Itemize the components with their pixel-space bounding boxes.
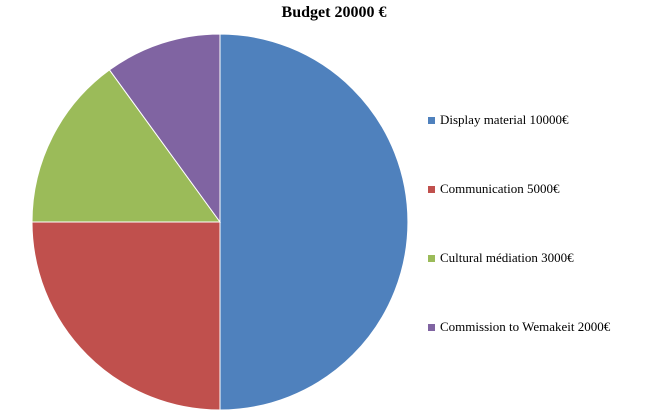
pie-slice-cultural-m-diation [31,69,221,223]
legend-item: Cultural médiation 3000€ [428,250,574,266]
legend-label: Communication 5000€ [440,181,560,196]
legend-item: Display material 10000€ [428,112,569,128]
legend-item: Commission to Wemakeit 2000€ [428,319,610,335]
legend-swatch [428,254,435,262]
legend-swatch [428,116,435,124]
legend-label: Display material 10000€ [440,112,569,127]
legend-swatch [428,185,435,193]
legend-item: Communication 5000€ [428,181,560,197]
legend-label: Commission to Wemakeit 2000€ [440,319,611,334]
legend-swatch [428,323,435,331]
pie-slice-commission-to-wemakeit [108,33,221,224]
chart-title: Budget 20000 € [281,4,387,21]
legend-label: Cultural médiation 3000€ [440,250,574,265]
pie-slice-display-material [219,33,409,411]
pie-slice-communication [31,221,221,411]
